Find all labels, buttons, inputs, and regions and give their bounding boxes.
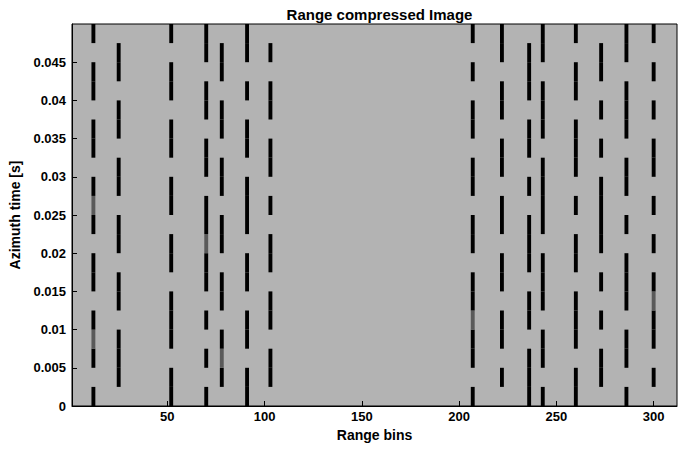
svg-text:0.035: 0.035	[33, 131, 66, 146]
svg-text:200: 200	[448, 409, 470, 424]
svg-text:50: 50	[160, 409, 174, 424]
svg-text:0.045: 0.045	[33, 55, 66, 70]
svg-text:250: 250	[546, 409, 568, 424]
svg-text:0.02: 0.02	[41, 246, 66, 261]
svg-text:0.04: 0.04	[41, 93, 67, 108]
svg-text:0.025: 0.025	[33, 208, 66, 223]
svg-text:150: 150	[351, 409, 373, 424]
svg-text:300: 300	[643, 409, 665, 424]
svg-text:0.015: 0.015	[33, 284, 66, 299]
svg-text:Azimuth time [s]: Azimuth time [s]	[7, 161, 23, 270]
svg-text:0.03: 0.03	[41, 169, 66, 184]
svg-text:0.005: 0.005	[33, 360, 66, 375]
svg-text:Range bins: Range bins	[337, 427, 413, 443]
svg-text:Range compressed Image: Range compressed Image	[287, 6, 473, 23]
svg-text:0.01: 0.01	[41, 322, 66, 337]
svg-text:100: 100	[254, 409, 276, 424]
svg-text:0: 0	[59, 399, 66, 414]
